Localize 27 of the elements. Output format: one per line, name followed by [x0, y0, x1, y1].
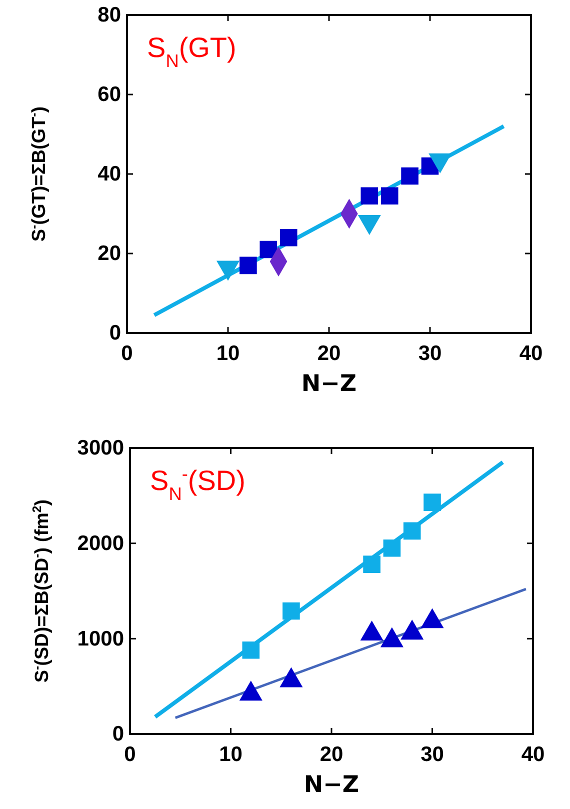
y-tick-label: 40 — [98, 162, 121, 186]
x-axis-title: N−Z — [304, 772, 360, 798]
x-tick-label: 10 — [216, 342, 240, 365]
x-tick-label: 30 — [420, 742, 444, 766]
x-axis-title: N−Z — [301, 371, 357, 397]
y-tick-label: 20 — [98, 242, 121, 266]
x-tick-label: 30 — [418, 342, 442, 365]
y-tick-label: 0 — [112, 722, 124, 746]
y-tick-label: 3000 — [77, 436, 124, 460]
x-tick-label: 20 — [320, 742, 344, 766]
x-tick-label: 20 — [317, 342, 341, 365]
point — [260, 240, 278, 258]
x-tick-label: 40 — [519, 342, 543, 365]
annotation: S$_{N}$$^{-}$(SD) — [150, 464, 246, 504]
point — [240, 256, 257, 274]
point — [360, 187, 378, 205]
y-tick-label: 1000 — [77, 627, 124, 650]
y-tick-label: 60 — [98, 83, 121, 106]
point — [401, 167, 418, 185]
x-tick-label: 10 — [219, 742, 242, 766]
y-tick-label: 80 — [98, 4, 121, 27]
x-tick-label: 40 — [521, 742, 545, 766]
point — [280, 228, 298, 246]
y-tick-label: 2000 — [77, 532, 124, 556]
y-tick-label: 0 — [109, 322, 121, 345]
point — [380, 187, 398, 205]
annotation: S$_{N}$(GT) — [147, 32, 236, 71]
